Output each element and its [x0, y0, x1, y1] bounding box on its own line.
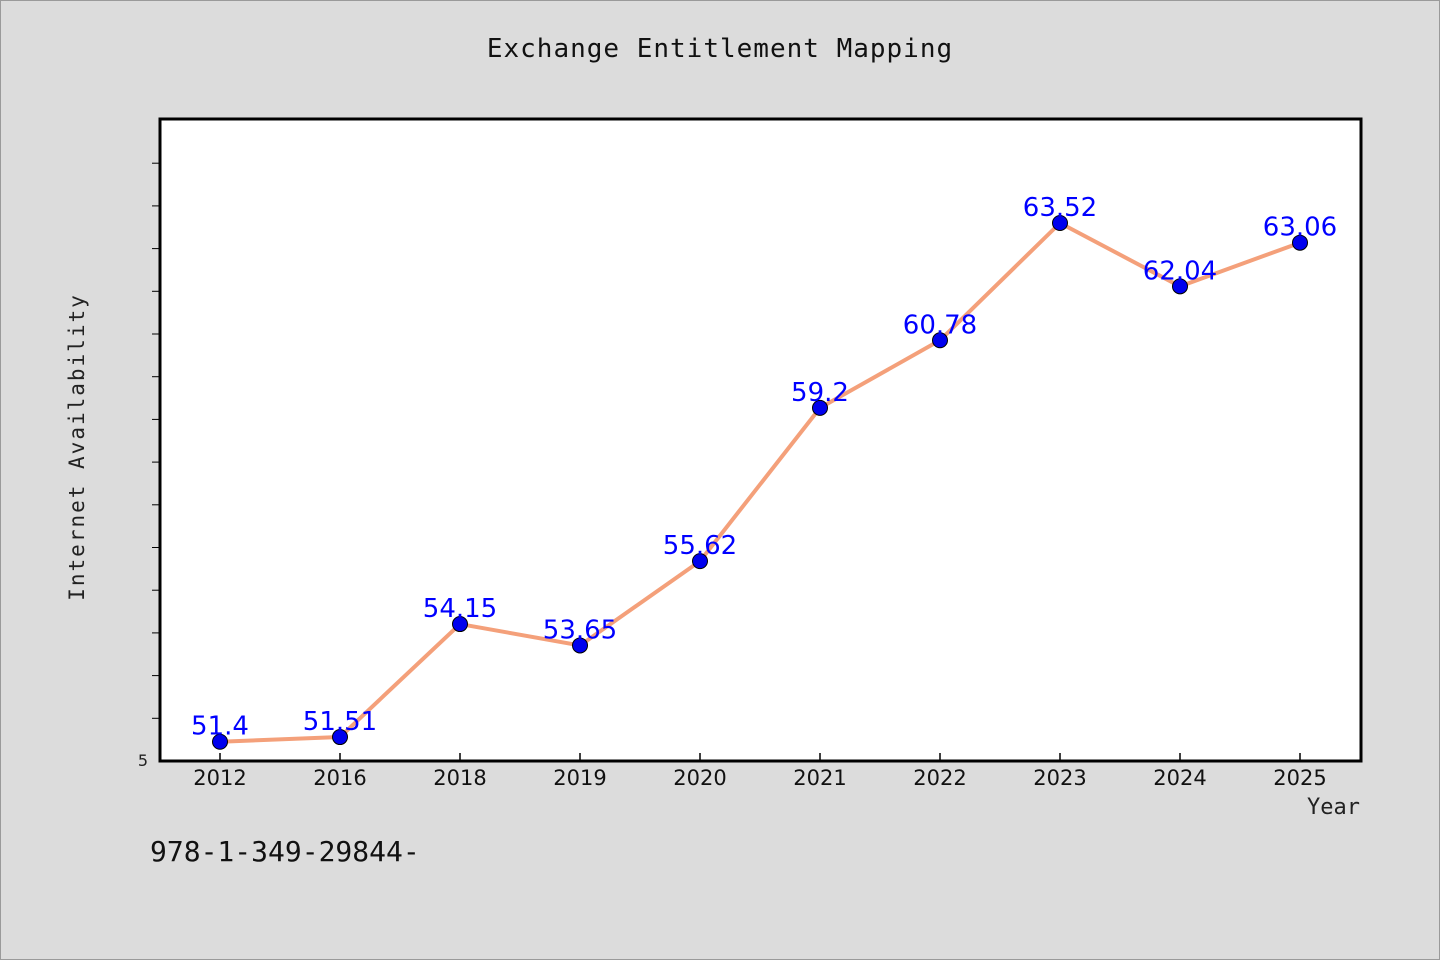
data-point — [932, 332, 948, 349]
data-point — [572, 637, 588, 654]
x-axis-label: Year — [1307, 795, 1360, 820]
x-tick-label: 2025 — [1273, 766, 1326, 790]
series-group: 51.4 51.51 54.15 53.65 55.62 59.2 60.78 63.52 62… — [191, 193, 1337, 750]
y-tick-label: 5 — [138, 751, 148, 770]
chart-title: Exchange Entitlement Mapping — [486, 34, 954, 64]
data-label: 55.62 — [663, 531, 737, 561]
data-point — [1052, 215, 1068, 232]
x-tick-label: 2020 — [673, 766, 726, 790]
data-point — [692, 553, 708, 570]
data-label: 51.4 — [191, 712, 249, 742]
x-tick-label: 2021 — [793, 766, 846, 790]
data-label: 54.15 — [423, 594, 497, 624]
data-label: 59.2 — [791, 378, 849, 408]
x-tick-label: 2022 — [913, 766, 966, 790]
data-label: 60.78 — [903, 310, 977, 340]
data-point — [1292, 234, 1308, 251]
data-point — [212, 733, 228, 750]
y-axis-ticks: 5 — [138, 162, 160, 770]
x-axis-ticks: 2012 2016 2018 2019 2020 2021 2022 2023 2024 2025 — [193, 753, 1327, 790]
series-line — [218, 221, 1302, 744]
data-point — [812, 399, 828, 416]
data-label: 51.51 — [303, 707, 377, 737]
x-tick-label: 2012 — [193, 766, 246, 790]
x-tick-label: 2016 — [313, 766, 366, 790]
data-point — [1172, 278, 1188, 295]
footer-identifier: 978-1-349-29844- — [150, 835, 420, 868]
data-label: 63.52 — [1023, 193, 1097, 223]
x-tick-label: 2018 — [433, 766, 486, 790]
data-label: 62.04 — [1143, 256, 1217, 286]
data-point — [452, 616, 468, 633]
data-label: 63.06 — [1263, 213, 1337, 243]
data-point — [332, 729, 348, 746]
data-label: 53.65 — [543, 615, 617, 645]
x-tick-label: 2019 — [553, 766, 606, 790]
plot-area — [158, 117, 1363, 763]
x-tick-label: 2023 — [1033, 766, 1086, 790]
x-tick-label: 2024 — [1153, 766, 1206, 790]
